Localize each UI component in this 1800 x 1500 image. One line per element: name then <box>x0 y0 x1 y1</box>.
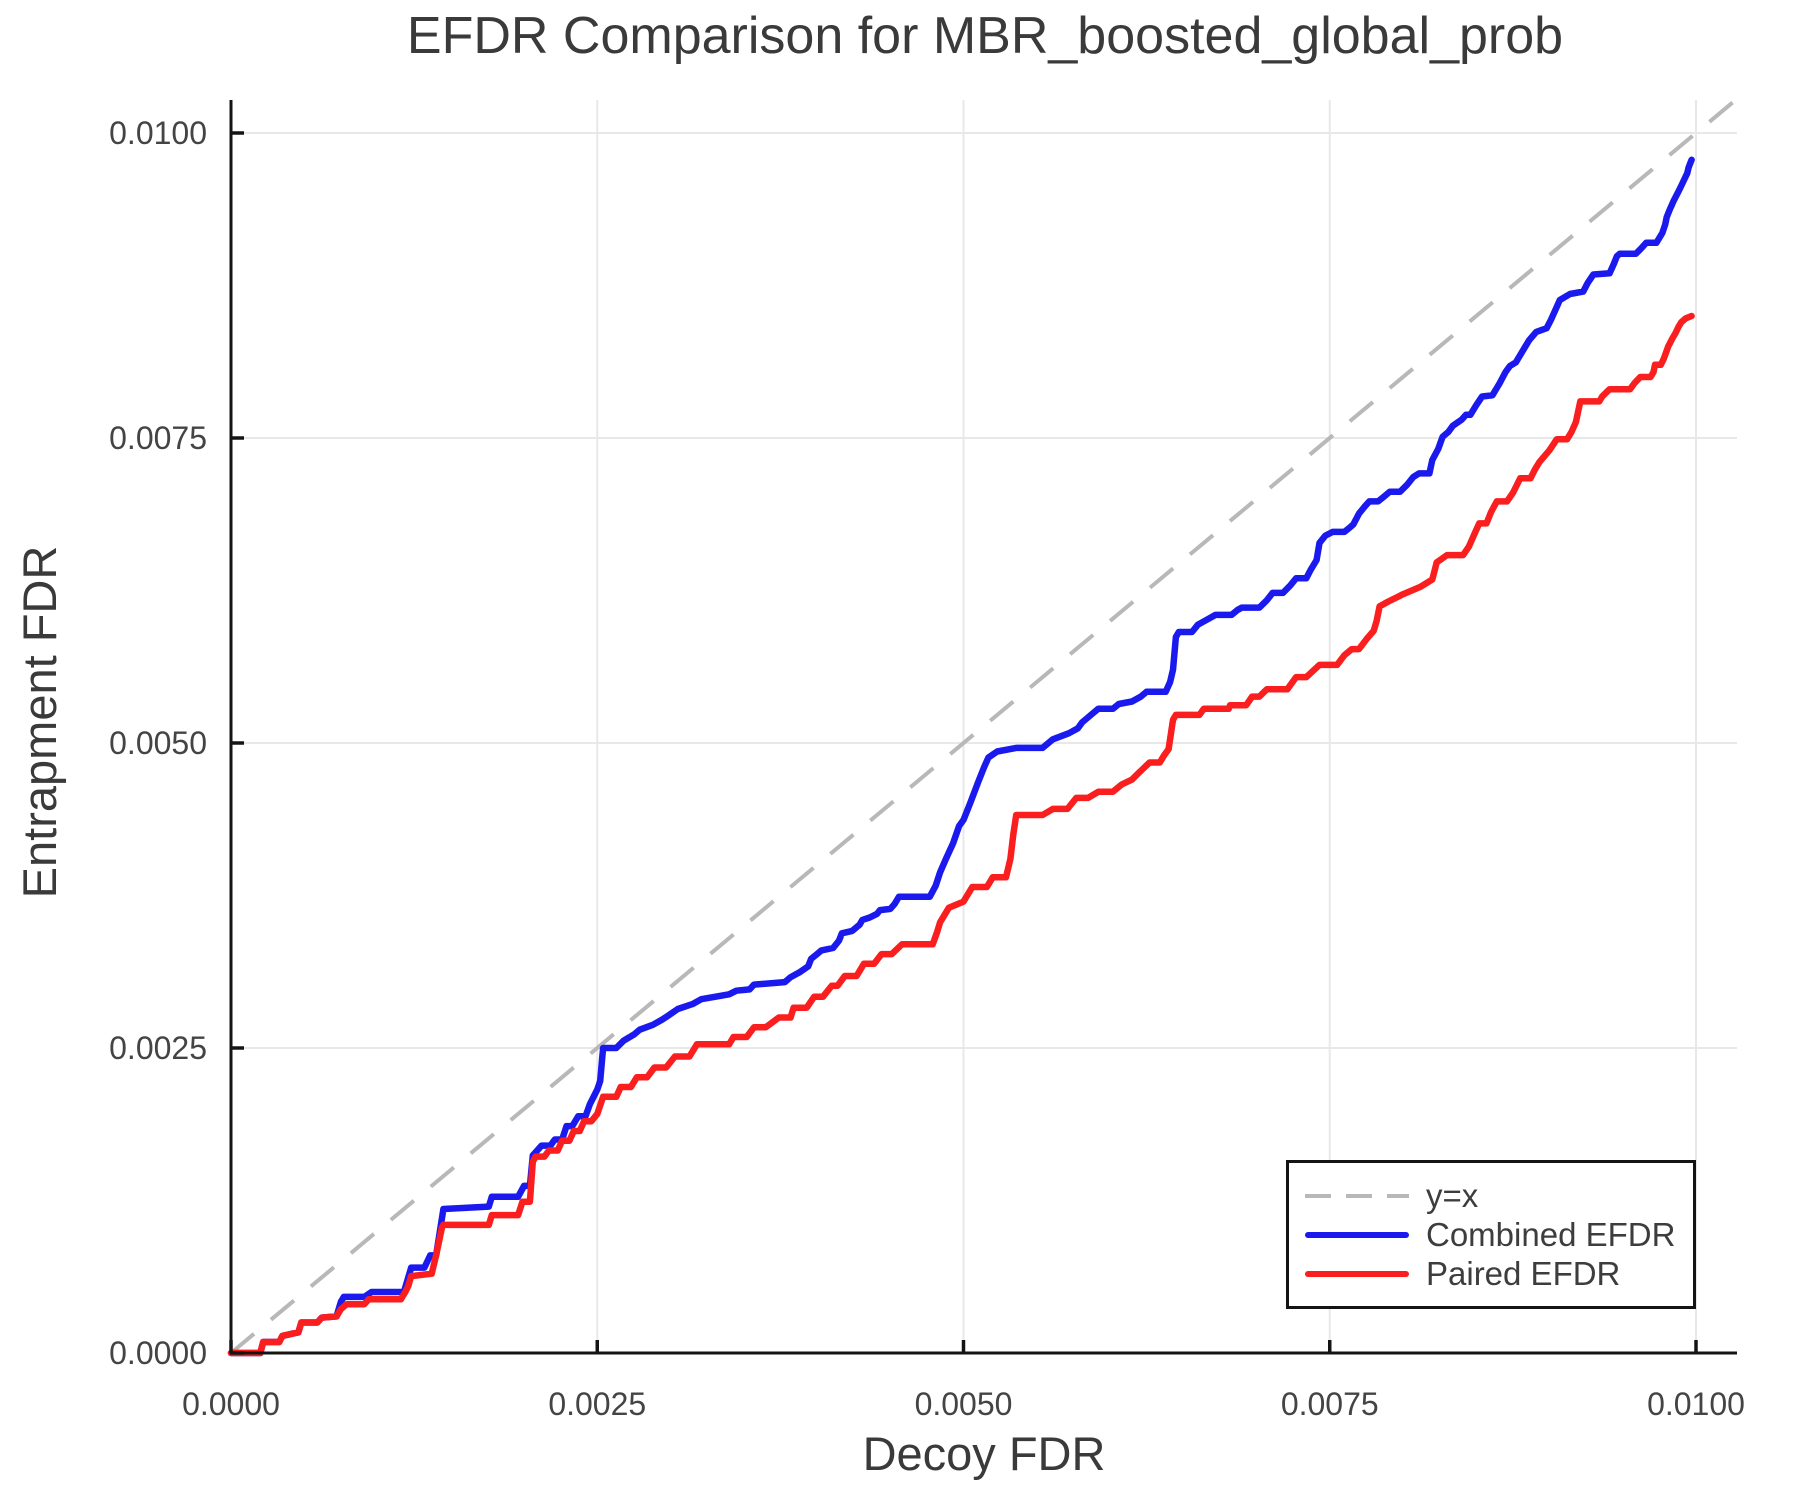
y-tick-label: 0.0100 <box>109 115 207 151</box>
legend-swatch-paired-efdr <box>1305 1270 1409 1277</box>
legend-label-diagonal: y=x <box>1426 1176 1479 1214</box>
chart-title: EFDR Comparison for MBR_boosted_global_p… <box>406 7 1564 65</box>
y-equals-x-line <box>229 97 1739 1355</box>
x-tick-label: 0.0075 <box>1280 1386 1379 1422</box>
series-combined-efdr-line <box>227 156 1695 1357</box>
legend-label-combined-efdr: Combined EFDR <box>1426 1215 1676 1253</box>
legend-row-combined-efdr: Combined EFDR <box>1305 1215 1693 1254</box>
x-tick-label: 0.0100 <box>1647 1386 1745 1422</box>
legend-row-diagonal: y=x <box>1305 1176 1693 1215</box>
y-tick-label: 0.0075 <box>109 420 207 456</box>
legend-swatch-combined-efdr <box>1305 1231 1409 1238</box>
y-tick-label: 0.0050 <box>109 725 207 761</box>
legend-swatch-dashed-line <box>1305 1193 1409 1198</box>
legend-row-paired-efdr: Paired EFDR <box>1305 1254 1693 1293</box>
y-tick-label: 0.0025 <box>109 1030 207 1066</box>
x-tick-label: 0.0050 <box>914 1386 1013 1422</box>
y-axis-title: Entrapment FDR <box>13 545 66 899</box>
legend-label-paired-efdr: Paired EFDR <box>1426 1254 1621 1292</box>
x-axis-title: Decoy FDR <box>862 1427 1106 1480</box>
x-tick-label: 0.0025 <box>548 1386 647 1422</box>
y-tick-label: 0.0000 <box>109 1335 207 1371</box>
legend: y=x Combined EFDR Paired EFDR <box>1286 1160 1696 1309</box>
series-paired-efdr-line <box>227 312 1695 1357</box>
x-tick-label: 0.0000 <box>182 1386 280 1422</box>
